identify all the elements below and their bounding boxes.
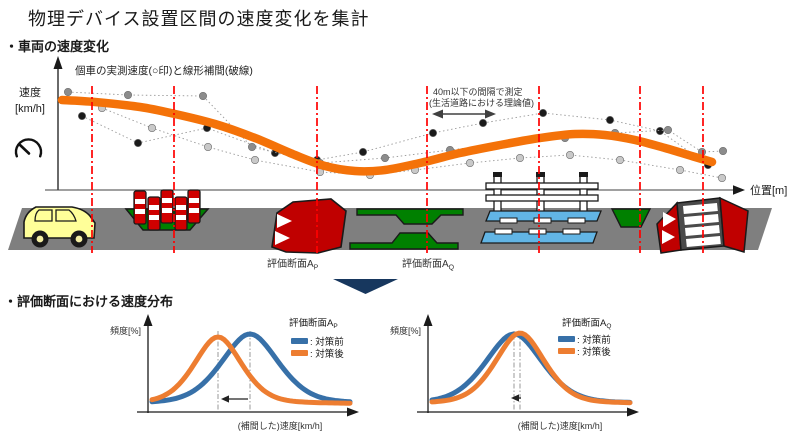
curves <box>429 330 633 411</box>
speed-sample-point <box>465 159 474 168</box>
x-axis-arrow <box>733 185 745 195</box>
y-axis-label: 頻度[%] <box>390 325 421 336</box>
speed-sample-point <box>380 154 389 163</box>
legend-title: 評価断面AQ <box>562 317 611 330</box>
cross-section-label-aq: 評価断面AQ <box>402 257 455 272</box>
y-axis-unit: [km/h] <box>15 103 45 115</box>
speed-sample-point <box>478 119 487 128</box>
y-axis-arrow <box>143 314 153 326</box>
chart-note: 個車の実測速度(○印)と線形補間(破線) <box>75 64 253 77</box>
speed-sample-point <box>655 127 664 136</box>
speed-profile-chart: 速度 [km/h] 位置[m] 個車の実測速度(○印)と線形補間(破線) 40m… <box>14 56 787 197</box>
speed-sample-point <box>675 166 684 175</box>
chicane-icon <box>349 208 464 250</box>
legend-swatch-before <box>291 338 308 344</box>
evaluation-section-lines <box>91 86 704 253</box>
x-axis-arrow <box>627 407 639 417</box>
speed-sample-point <box>199 92 208 101</box>
speed-sample-point <box>134 139 143 148</box>
speed-sample-point <box>358 148 367 157</box>
legend-swatch-after <box>291 350 308 356</box>
distribution-chart-aq: 頻度[%] (補間した)速度[km/h] 評価断面AQ : 対策前 : 対策後 <box>390 314 639 431</box>
y-axis-label: 速度 <box>19 85 41 99</box>
distribution-curve <box>149 331 353 405</box>
legend-label-after: : 対策後 <box>310 348 344 360</box>
guard-fence-icon <box>485 172 599 213</box>
annotation-line2: (生活道路における理論値) <box>429 97 534 108</box>
legend-title: 評価断面AP <box>289 317 338 330</box>
section-heading-distribution: ・評価断面における速度分布 <box>4 294 173 309</box>
section-heading-vehicle-speed: ・車両の速度変化 <box>5 39 109 54</box>
interval-arrow-right <box>485 109 496 119</box>
shift-arrow-head <box>221 395 229 403</box>
speed-sample-point <box>148 124 157 133</box>
legend: 評価断面AQ : 対策前 : 対策後 <box>558 317 611 358</box>
legend-label-after: : 対策後 <box>577 346 611 358</box>
speed-sample-point <box>248 143 257 152</box>
y-axis-label: 頻度[%] <box>110 325 141 336</box>
measurement-annotation: 40m以下の間隔で測定 (生活道路における理論値) <box>429 86 534 119</box>
curves <box>149 331 353 411</box>
speed-sample-point <box>204 143 213 152</box>
speed-hump-icon <box>271 198 347 254</box>
speed-sample-point <box>78 112 87 121</box>
raised-crosswalk-icon <box>656 196 749 254</box>
speed-sample-point <box>565 151 574 160</box>
bollard-island-icon <box>124 189 210 231</box>
x-axis-label: 位置[m] <box>750 183 787 197</box>
speed-sample-point <box>124 91 133 100</box>
speed-sample-point <box>615 156 624 165</box>
speedometer-icon <box>14 138 43 158</box>
x-axis-label: (補間した)速度[km/h] <box>518 420 603 431</box>
mean-speed-curve <box>57 95 717 176</box>
speed-sample-point <box>251 156 260 165</box>
road-illustration <box>8 172 772 254</box>
shift-arrow-head <box>511 394 519 402</box>
distribution-curve <box>429 330 633 406</box>
vehicle-trace <box>64 88 727 168</box>
legend-label-before: : 対策前 <box>310 336 344 348</box>
car-icon <box>23 206 96 248</box>
page-title: 物理デバイス設置区間の速度変化を集計 <box>28 9 369 29</box>
legend: 評価断面AP : 対策前 : 対策後 <box>289 317 344 360</box>
y-axis-arrow <box>53 56 63 69</box>
down-arrow-icon <box>333 279 398 294</box>
interval-arrow-left <box>432 109 443 119</box>
bollards <box>133 189 201 231</box>
speed-sample-point <box>515 154 524 163</box>
cross-section-label-ap: 評価断面AP <box>267 257 319 272</box>
legend-swatch-after <box>558 348 575 354</box>
speed-sample-point <box>605 116 614 125</box>
speed-sample-point <box>663 126 672 135</box>
narrowing-island-icon <box>610 208 652 228</box>
x-axis-label: (補間した)速度[km/h] <box>238 420 323 431</box>
speed-sample-point <box>717 174 726 183</box>
x-axis-arrow <box>347 407 359 417</box>
speed-sample-point <box>538 109 547 118</box>
speed-sample-point <box>64 88 73 97</box>
y-axis-arrow <box>423 314 433 326</box>
speed-sample-point <box>428 129 437 138</box>
distribution-curve <box>149 334 353 406</box>
legend-label-before: : 対策前 <box>577 334 611 346</box>
distribution-chart-ap: 頻度[%] (補間した)速度[km/h] 評価断面AP : 対策前 : 対策後 <box>110 314 359 431</box>
speed-sample-point <box>718 147 727 156</box>
annotation-line1: 40m以下の間隔で測定 <box>433 86 523 97</box>
mean-speed-curve <box>57 95 717 176</box>
legend-swatch-before <box>558 336 575 342</box>
